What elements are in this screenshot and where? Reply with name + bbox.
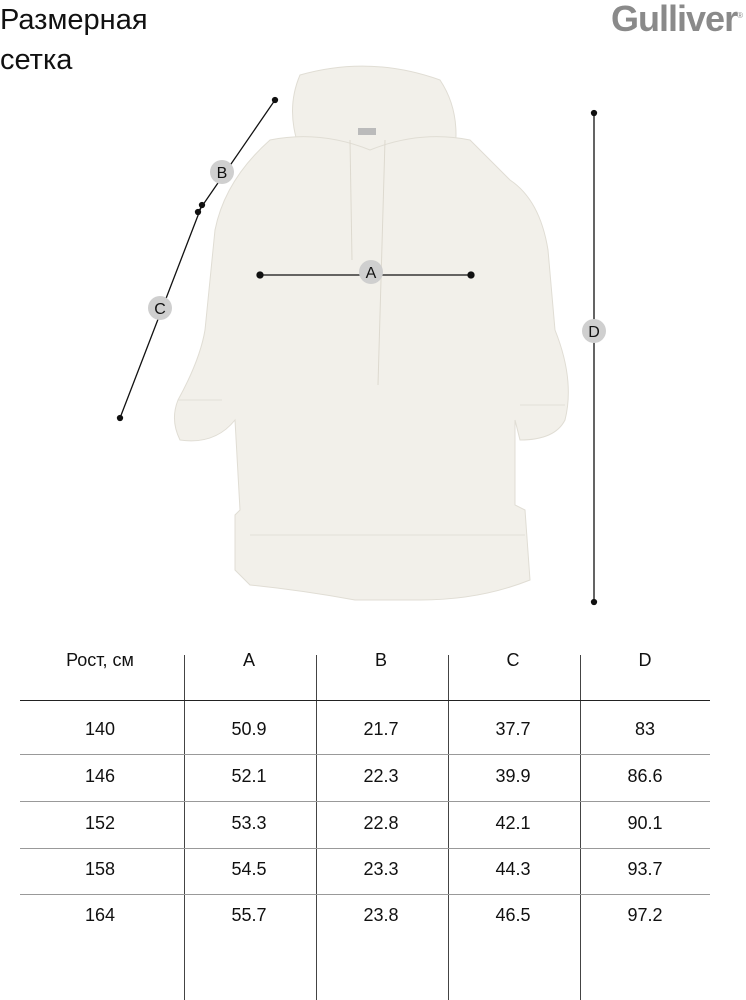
row-divider [20, 754, 710, 755]
table-cell: 53.3 [231, 813, 267, 833]
table-cell: 146 [84, 766, 116, 786]
title-line-1: Размерная [0, 4, 148, 36]
column-header: D [638, 650, 652, 670]
drawstring-right [377, 139, 386, 386]
column-divider [316, 655, 317, 1000]
row-divider [20, 848, 710, 849]
label-badge-b [210, 160, 234, 184]
table-cell: 158 [84, 859, 116, 879]
table-cell: 55.7 [231, 905, 267, 925]
column-divider [184, 655, 185, 1000]
hood [292, 65, 457, 151]
column-header: C [506, 650, 520, 670]
endpoint [256, 271, 264, 279]
row-divider [20, 801, 710, 802]
drawstring-left [349, 139, 353, 261]
table-cell: 90.1 [627, 813, 663, 833]
hoodie-illustration [174, 65, 569, 601]
row-divider [20, 894, 710, 895]
brand-tag [358, 128, 376, 135]
label-c: C [154, 301, 166, 318]
page-title: Размерная сетка [0, 0, 148, 80]
table-cell: 22.3 [363, 766, 399, 786]
table-cell: 23.3 [363, 859, 399, 879]
table-cell: 54.5 [231, 859, 267, 879]
table-cell: 50.9 [231, 719, 267, 739]
column-header: B [374, 650, 388, 670]
table-cell: 140 [84, 719, 116, 739]
label-badge-d [582, 319, 606, 343]
label-badge-c [148, 296, 172, 320]
label-badge-a [359, 260, 383, 284]
table-cell: 22.8 [363, 813, 399, 833]
table-cell: 44.3 [495, 859, 531, 879]
table-cell: 83 [634, 719, 656, 739]
table-cell: 46.5 [495, 905, 531, 925]
title-line-2: сетка [0, 44, 73, 76]
table-cell: 42.1 [495, 813, 531, 833]
brand-logo: Gulliver® [611, 0, 743, 39]
label-a: A [366, 265, 377, 282]
hoodie-diagram: B C A D [116, 65, 606, 606]
table-cell: 37.7 [495, 719, 531, 739]
table-cell: 86.6 [627, 766, 663, 786]
table-cell: 23.8 [363, 905, 399, 925]
table-cell: 97.2 [627, 905, 663, 925]
logo-text: Gulliver [611, 0, 738, 39]
column-header: Рост, см [66, 650, 134, 670]
header-divider [20, 700, 710, 701]
endpoint [198, 201, 206, 209]
endpoint [590, 598, 598, 606]
column-header: A [242, 650, 256, 670]
table-cell: 152 [84, 813, 116, 833]
label-b: B [217, 165, 228, 182]
body [174, 136, 569, 601]
table-cell: 164 [84, 905, 116, 925]
endpoint [271, 96, 279, 104]
endpoint [467, 271, 475, 279]
table-cell: 52.1 [231, 766, 267, 786]
table-cell: 39.9 [495, 766, 531, 786]
column-divider [580, 655, 581, 1000]
table-cell: 21.7 [363, 719, 399, 739]
measure-line-b [197, 99, 276, 213]
endpoint [116, 414, 124, 422]
table-cell: 93.7 [627, 859, 663, 879]
label-d: D [588, 324, 600, 341]
endpoint [590, 109, 598, 117]
column-divider [448, 655, 449, 1000]
